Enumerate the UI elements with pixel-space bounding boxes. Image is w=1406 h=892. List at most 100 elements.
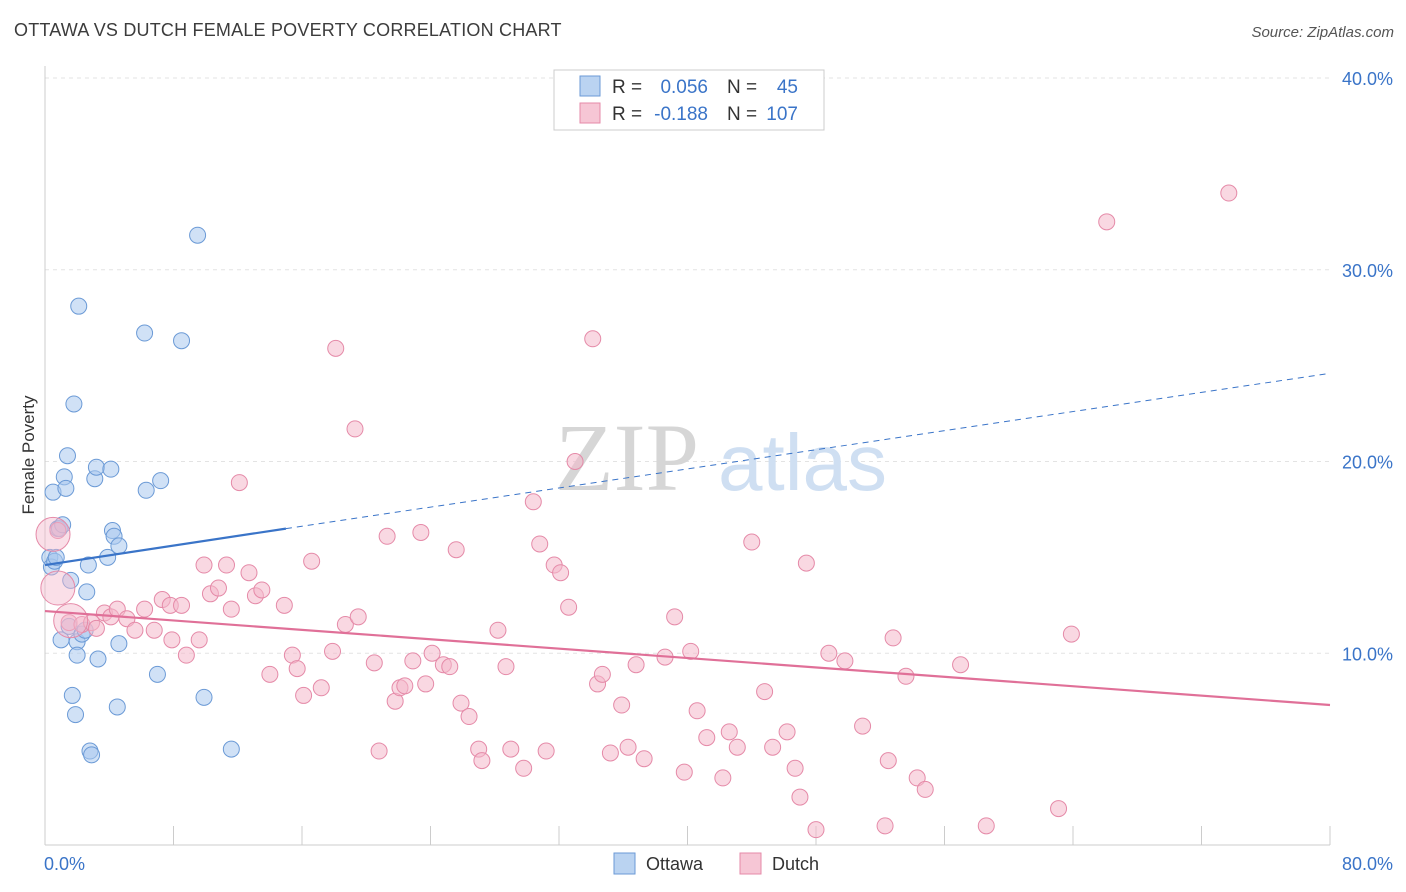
point-dutch-83: [728, 738, 746, 756]
point-large-dutch-0: [35, 516, 71, 552]
legend-swatch-1: [579, 102, 601, 124]
point-dutch-35: [327, 339, 345, 357]
point-dutch-66: [566, 453, 584, 470]
point-dutch-97: [884, 629, 902, 647]
point-dutch-50: [441, 658, 459, 676]
point-dutch-89: [791, 788, 809, 806]
point-dutch-23: [230, 474, 248, 492]
point-ottawa-43: [222, 740, 240, 758]
point-dutch-0: [49, 522, 67, 540]
point-dutch-57: [497, 658, 515, 676]
legend-r-value-0: 0.056: [660, 77, 708, 98]
point-ottawa-15: [65, 395, 83, 413]
point-dutch-88: [786, 759, 804, 777]
point-dutch-55: [473, 752, 491, 770]
point-dutch-98: [897, 667, 915, 685]
point-dutch-101: [952, 656, 970, 674]
source-credit: Source: ZipAtlas.com: [1251, 24, 1394, 41]
legend-r-value-1: -0.188: [654, 104, 708, 125]
point-dutch-69: [593, 665, 611, 683]
point-dutch-40: [370, 742, 388, 760]
watermark-atlas: atlas: [718, 418, 887, 507]
bottom-legend-label-dutch: Dutch: [772, 854, 819, 874]
point-dutch-48: [423, 644, 441, 662]
point-dutch-9: [126, 621, 144, 639]
x-tick-labels: 0.0% 80.0%: [44, 854, 1393, 874]
point-ottawa-28: [89, 650, 107, 668]
point-dutch-33: [312, 679, 330, 697]
point-ottawa-11: [58, 447, 76, 465]
legend-n-label-1: N =: [727, 104, 757, 125]
bottom-legend-swatch-ottawa: [613, 852, 636, 875]
point-dutch-76: [666, 608, 684, 626]
point-dutch-10: [136, 600, 154, 618]
y-tick-label-2: 30.0%: [1342, 261, 1393, 281]
x-tick-label-1: 80.0%: [1342, 854, 1393, 874]
point-dutch-70: [601, 744, 619, 762]
point-dutch-41: [378, 527, 396, 545]
point-dutch-31: [295, 686, 313, 704]
point-dutch-53: [460, 708, 478, 726]
point-dutch-92: [820, 644, 838, 662]
point-dutch-37: [346, 420, 364, 438]
point-dutch-100: [916, 780, 934, 798]
point-ottawa-42: [195, 688, 213, 706]
axes: [44, 66, 1331, 846]
point-ottawa-23: [79, 556, 97, 574]
point-dutch-62: [537, 742, 555, 760]
point-dutch-22: [222, 600, 240, 618]
point-dutch-106: [1220, 184, 1238, 202]
point-dutch-81: [714, 769, 732, 787]
point-dutch-32: [303, 552, 321, 570]
point-dutch-94: [854, 717, 872, 735]
point-dutch-14: [163, 631, 181, 649]
bottom-legend: Ottawa Dutch: [613, 852, 819, 875]
bottom-legend-label-ottawa: Ottawa: [646, 854, 704, 874]
point-dutch-27: [261, 665, 279, 683]
point-dutch-71: [613, 696, 631, 714]
point-ottawa-36: [136, 324, 154, 342]
grid-lines: [45, 77, 1330, 654]
bottom-legend-swatch-dutch: [739, 852, 762, 875]
point-dutch-58: [502, 740, 520, 758]
point-ottawa-39: [152, 472, 170, 490]
data-points: [35, 184, 1238, 839]
y-tick-label-0: 10.0%: [1342, 644, 1393, 664]
point-dutch-91: [807, 821, 825, 839]
point-dutch-16: [177, 646, 195, 664]
x-tick-label-0: 0.0%: [44, 854, 85, 874]
legend-n-label-0: N =: [727, 77, 757, 98]
point-ottawa-37: [137, 481, 155, 499]
trend-lines: [44, 372, 1331, 707]
point-dutch-61: [531, 535, 549, 553]
trend-line-ottawa: [44, 527, 287, 567]
point-dutch-47: [417, 675, 435, 693]
point-dutch-77: [675, 763, 693, 781]
point-ottawa-35: [110, 635, 128, 653]
point-ottawa-16: [67, 706, 85, 724]
point-dutch-73: [627, 656, 645, 674]
point-dutch-79: [688, 702, 706, 720]
legend-r-label-1: R =: [612, 104, 642, 125]
y-axis-label: Female Poverty: [19, 395, 38, 515]
point-dutch-104: [1062, 625, 1080, 643]
point-dutch-99: [908, 769, 926, 787]
legend-n-value-0: 45: [777, 77, 798, 98]
point-ottawa-34: [110, 537, 128, 555]
point-dutch-74: [635, 750, 653, 768]
point-ottawa-25: [83, 746, 101, 764]
point-dutch-80: [698, 729, 716, 747]
legend-r-label-0: R =: [612, 77, 642, 98]
point-dutch-21: [218, 556, 236, 574]
point-dutch-51: [447, 541, 465, 559]
point-dutch-18: [195, 556, 213, 574]
point-large-dutch-2: [53, 603, 89, 639]
point-dutch-85: [756, 683, 774, 701]
point-dutch-95: [876, 817, 894, 835]
point-dutch-84: [743, 533, 761, 551]
point-dutch-56: [489, 621, 507, 639]
point-dutch-34: [324, 642, 342, 660]
point-dutch-44: [396, 677, 414, 695]
point-ottawa-10: [57, 479, 75, 497]
point-dutch-17: [190, 631, 208, 649]
